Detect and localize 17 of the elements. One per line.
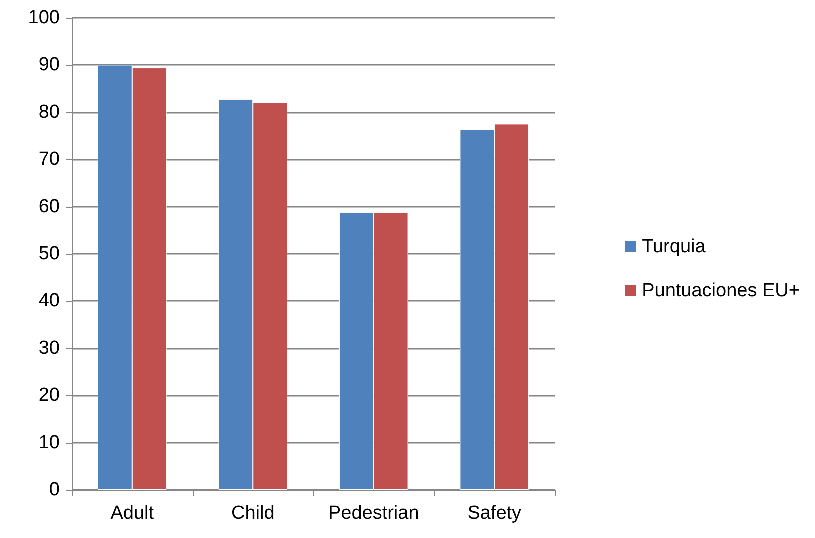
y-tick-label: 60 xyxy=(38,196,60,218)
y-tick-label: 30 xyxy=(38,338,60,359)
y-tick-label: 90 xyxy=(38,54,60,76)
y-tick-label: 10 xyxy=(38,432,60,454)
y-tick-label: 50 xyxy=(38,244,60,264)
x-tick-label: Safety xyxy=(468,503,522,524)
y-tick-label: 0 xyxy=(49,480,60,500)
legend-label: Puntuaciones EU+ xyxy=(642,280,800,302)
y-tick-label: 70 xyxy=(38,149,60,170)
x-tick-label: Pedestrian xyxy=(328,503,420,524)
x-tick-label: Adult xyxy=(110,503,155,524)
y-tick-label: 80 xyxy=(38,102,60,123)
x-tick-label: Child xyxy=(231,503,275,524)
legend-label: Turquia xyxy=(642,236,706,258)
y-tick-label: 40 xyxy=(38,290,60,312)
y-tick-label: 100 xyxy=(28,8,60,28)
y-tick-label: 20 xyxy=(38,385,60,406)
